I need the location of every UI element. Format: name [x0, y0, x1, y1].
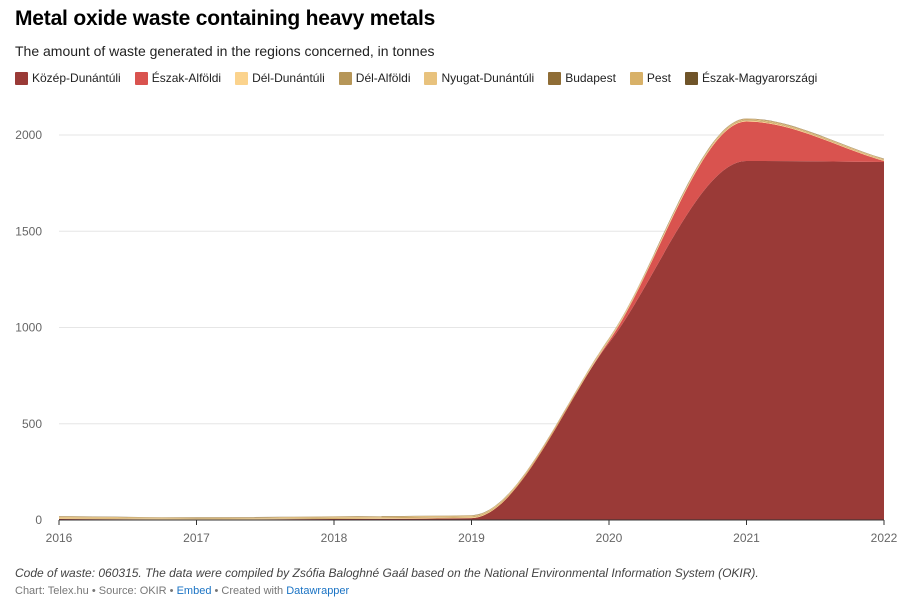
y-tick-label: 500: [22, 417, 42, 431]
legend: Közép-Dunántúli Észak-Alföldi Dél-Dunántúl…: [15, 71, 831, 85]
embed-link[interactable]: Embed: [176, 585, 212, 597]
x-tick-label: 2021: [733, 531, 760, 545]
legend-label: Pest: [646, 71, 671, 85]
legend-swatch: [235, 71, 249, 85]
legend-item: Dél-Dunántúli: [235, 71, 325, 85]
area-chart: 0 500 1000 1500 2000 2016 2017 2018 2019 2020 2021…: [15, 118, 898, 545]
legend-swatch: [134, 71, 148, 85]
datawrapper-link[interactable]: Datawrapper: [286, 585, 350, 597]
x-tick-label: 2017: [183, 531, 210, 545]
chart-title: Metal oxide waste containing heavy metal…: [15, 7, 436, 30]
area-series: [59, 121, 884, 520]
legend-swatch: [684, 71, 698, 85]
legend-label: Közép-Dunántúli: [32, 71, 121, 85]
legend-swatch: [548, 71, 562, 85]
legend-label: Nyugat-Dunántúli: [441, 71, 535, 85]
legend-item: Közép-Dunántúli: [15, 71, 121, 85]
legend-swatch: [629, 71, 643, 85]
legend-item: Észak-Magyarországi: [684, 71, 818, 85]
y-tick-label: 2000: [15, 128, 42, 142]
area-series: [59, 160, 884, 521]
y-tick-label: 1500: [15, 224, 42, 238]
x-tick-label: 2020: [596, 531, 623, 545]
chart-credit: Chart: Telex.hu: [15, 585, 89, 597]
legend-item: Nyugat-Dunántúli: [424, 71, 534, 85]
legend-swatch: [15, 71, 28, 85]
legend-swatch: [338, 71, 352, 85]
legend-label: Észak-Alföldi: [151, 71, 222, 85]
legend-label: Budapest: [565, 71, 616, 85]
x-tick-label: 2018: [321, 531, 348, 545]
chart-subtitle: The amount of waste generated in the reg…: [15, 43, 435, 59]
chart-footer: Chart: Telex.hu • Source: OKIR • Embed •…: [15, 585, 350, 597]
legend-item: Észak-Alföldi: [134, 71, 222, 85]
x-tick-label: 2019: [458, 531, 485, 545]
x-tick-label: 2016: [46, 531, 73, 545]
legend-item: Budapest: [548, 71, 616, 85]
legend-label: Dél-Dunántúli: [252, 71, 325, 85]
y-tick-label: 0: [35, 513, 42, 527]
legend-item: Dél-Alföldi: [338, 71, 411, 85]
legend-item: Pest: [629, 71, 671, 85]
x-tick-label: 2022: [871, 531, 898, 545]
y-tick-label: 1000: [15, 321, 42, 335]
source-credit: Source: OKIR: [98, 585, 167, 597]
chart-notes: Code of waste: 060315. The data were com…: [15, 566, 759, 580]
legend-label: Dél-Alföldi: [355, 71, 411, 85]
legend-label: Észak-Magyarországi: [701, 71, 818, 85]
legend-swatch: [424, 71, 438, 85]
